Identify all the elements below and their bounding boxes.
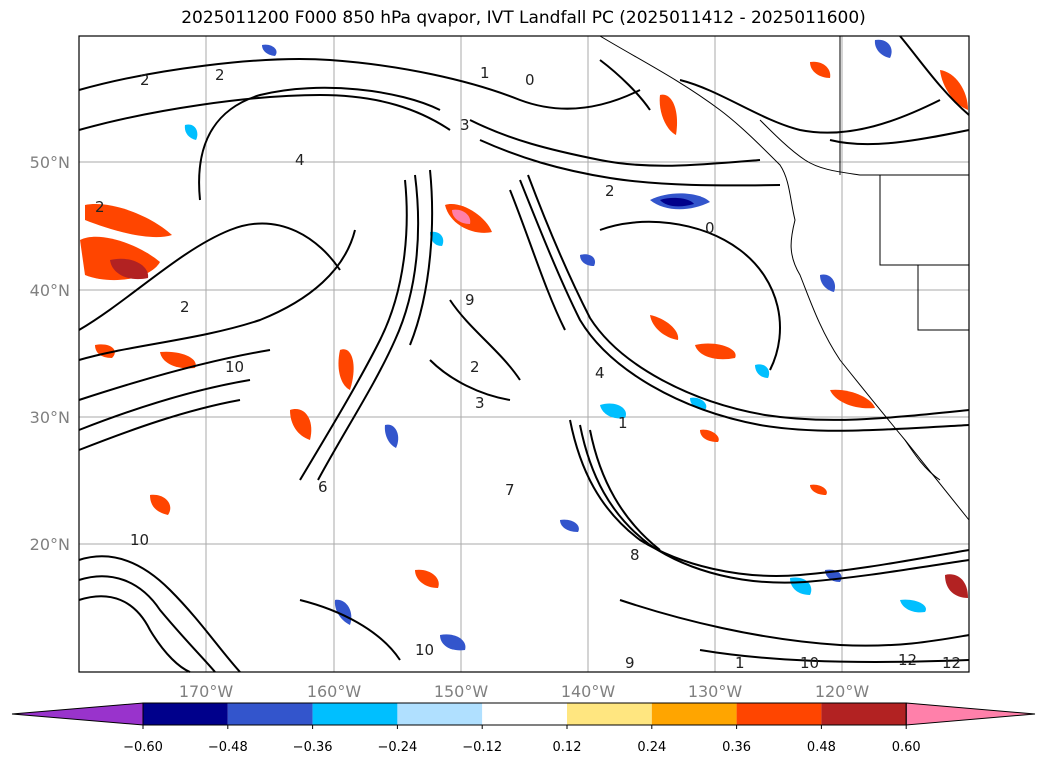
colorbar-tick-label: −0.36 [293, 740, 333, 755]
contour-label: 2 [180, 298, 190, 316]
contour-label: 10 [415, 641, 434, 659]
contour-label: 0 [705, 219, 715, 237]
positive-anomaly-fills [80, 61, 968, 598]
contour-label: 10 [800, 654, 819, 672]
contour-label: 2 [605, 182, 615, 200]
map-panel: 2 2 0 1 4 2 3 0 2 9 2 2 10 3 6 4 7 10 1 … [78, 35, 970, 673]
contour-label: 8 [630, 546, 640, 564]
contour-label: 1 [480, 64, 490, 82]
contour-label: 12 [942, 654, 961, 672]
map-frame [78, 35, 970, 673]
colorbar-cell [312, 703, 398, 725]
contour-label: 1 [735, 654, 745, 672]
colorbar-cell [651, 703, 737, 725]
colorbar-cells [11, 702, 1036, 726]
lon-label-140w: 140°W [561, 682, 616, 701]
lon-label-120w: 120°W [815, 682, 870, 701]
colorbar-tick-label: 0.36 [722, 740, 751, 755]
contour-label: 10 [130, 531, 149, 549]
colorbar-cell [143, 703, 228, 725]
colorbar-cell [567, 703, 652, 725]
contour-labels: 2 2 0 1 4 2 3 0 2 9 2 2 10 3 6 4 7 10 1 … [95, 64, 961, 672]
colorbar-cell [736, 703, 822, 725]
colorbar-tick-label: −0.12 [462, 740, 502, 755]
lon-label-170w: 170°W [179, 682, 234, 701]
contour-label: 7 [505, 481, 515, 499]
map-title: 2025011200 F000 850 hPa qvapor, IVT Land… [181, 8, 866, 28]
colorbar-tick-label: 0.24 [637, 740, 666, 755]
contour-label: 3 [475, 394, 485, 412]
colorbar-tick-labels: −0.60 −0.48 −0.36 −0.24 −0.12 0.12 0.24 0.36 0.4… [123, 725, 921, 755]
latitude-labels: 50°N 40°N 30°N 20°N [30, 153, 70, 554]
contour-label: 2 [95, 198, 105, 216]
contour-label: 2 [470, 358, 480, 376]
negative-anomaly-fills [184, 39, 926, 651]
contour-label: 9 [625, 654, 635, 672]
contour-label: 2 [215, 66, 225, 84]
coastlines [599, 35, 970, 521]
contour-label: 0 [525, 71, 535, 89]
colorbar-tick-label: −0.24 [377, 740, 417, 755]
colorbar-tick-label: 0.48 [807, 740, 836, 755]
colorbar-extend-min [11, 702, 144, 726]
colorbar-frame [142, 702, 907, 726]
contour-label: 1 [618, 414, 628, 432]
contour-label: 2 [140, 71, 150, 89]
colorbar-cell [227, 703, 313, 725]
contour-label: 12 [898, 651, 917, 669]
colorbar-tick-label: 0.60 [892, 740, 921, 755]
colorbar-cell [482, 703, 567, 725]
colorbar-cell [821, 703, 907, 725]
colorbar: −0.60 −0.48 −0.36 −0.24 −0.12 0.12 0.24 0.36 0.4… [11, 702, 1036, 755]
colorbar-tick-label: 0.12 [553, 740, 582, 755]
colorbar-cell [397, 703, 483, 725]
contour-label: 6 [318, 478, 328, 496]
colorbar-extend-max [905, 702, 1036, 726]
lat-label-50n: 50°N [30, 153, 70, 172]
colorbar-tick-label: −0.48 [208, 740, 248, 755]
contour-label: 10 [225, 358, 244, 376]
longitude-labels: 170°W 160°W 150°W 140°W 130°W 120°W [179, 682, 870, 701]
lat-label-30n: 30°N [30, 408, 70, 427]
contour-label: 4 [595, 364, 605, 382]
contour-label: 9 [465, 291, 475, 309]
lat-label-40n: 40°N [30, 281, 70, 300]
lon-label-150w: 150°W [434, 682, 489, 701]
contour-label: 4 [295, 151, 305, 169]
lon-label-130w: 130°W [688, 682, 743, 701]
colorbar-tick-label: −0.60 [123, 740, 163, 755]
lat-label-20n: 20°N [30, 535, 70, 554]
contour-label: 3 [460, 116, 470, 134]
lon-label-160w: 160°W [307, 682, 362, 701]
ivt-contours [78, 35, 970, 673]
